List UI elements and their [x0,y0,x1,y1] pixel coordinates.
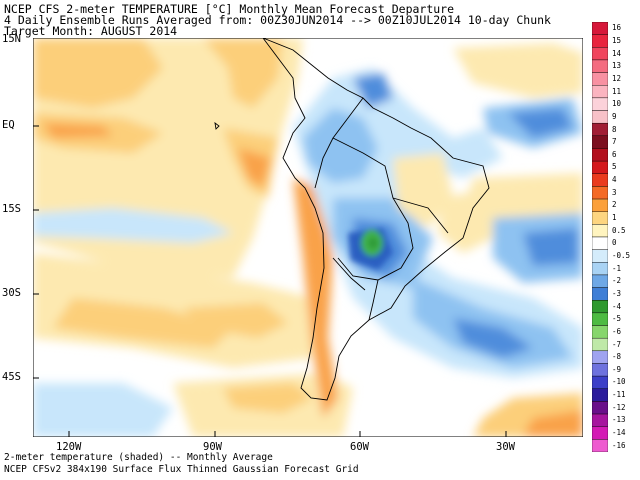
lat-label-30s: 30S [2,287,21,299]
colorbar-label: 14 [612,48,622,58]
colorbar-label: 9 [612,111,617,121]
title-line-2: 4 Daily Ensemble Runs Averaged from: 00Z… [4,13,551,27]
colorbar-swatch [592,148,608,162]
colorbar-swatch [592,34,608,48]
colorbar-swatch [592,198,608,212]
colorbar-swatch [592,47,608,61]
colorbar-label: -12 [612,402,626,412]
colorbar-label: -6 [612,326,622,336]
coastline-outlines [214,38,490,401]
colorbar-label: 12 [612,73,622,83]
colorbar-swatch [592,72,608,86]
colorbar-label: 0.5 [612,225,626,235]
colorbar-label: -14 [612,428,626,438]
colorbar-label: 15 [612,35,622,45]
title-line-3: Target Month: AUGUST 2014 [4,24,178,38]
colorbar-swatch [592,363,608,377]
colorbar-label: -7 [612,339,622,349]
colorbar-label: -3 [612,288,622,298]
colorbar-swatch [592,85,608,99]
temperature-anomaly-map [33,38,583,437]
colorbar-label: 13 [612,61,622,71]
colorbar-label: -2 [612,276,622,286]
colorbar-label: 6 [612,149,617,159]
colorbar-swatch [592,300,608,314]
colorbar-label: -11 [612,390,626,400]
colorbar-label: 4 [612,175,617,185]
colorbar-swatch [592,375,608,389]
lon-label-60w: 60W [350,441,369,453]
colorbar-label: 1 [612,213,617,223]
lat-label-eq: EQ [2,119,15,131]
colorbar-label: -4 [612,301,622,311]
colorbar-label: 3 [612,187,617,197]
lat-label-15s: 15S [2,203,21,215]
lon-label-30w: 30W [496,441,515,453]
colorbar-swatch [592,186,608,200]
colorbar-swatch [592,160,608,174]
colorbar-swatch [592,173,608,187]
footer-line-2: NCEP CFSv2 384x190 Surface Flux Thinned … [4,464,359,475]
shaded-anomaly-field [33,38,583,437]
colorbar-swatch [592,413,608,427]
colorbar-swatch [592,249,608,263]
colorbar-swatch [592,426,608,440]
colorbar-swatch [592,337,608,352]
colorbar-label: 11 [612,86,622,96]
colorbar-swatch [592,59,608,73]
colorbar-swatch [592,312,608,326]
colorbar-swatch [592,224,608,238]
title-line-1: NCEP CFS 2-meter TEMPERATURE [°C] Monthl… [4,2,455,16]
colorbar-label: 2 [612,200,617,210]
colorbar-swatch [592,110,608,124]
colorbar-label: -13 [612,415,626,425]
colorbar-swatch [592,122,608,137]
lon-label-90w: 90W [203,441,222,453]
colorbar-swatch [592,401,608,415]
colorbar [592,22,608,452]
colorbar-label: -10 [612,377,626,387]
colorbar-swatch [592,439,608,452]
colorbar-label: 8 [612,124,617,134]
colorbar-label: -16 [612,440,626,450]
colorbar-label: -1 [612,263,622,273]
lat-label-15n: 15N [2,33,21,45]
colorbar-label: -5 [612,314,622,324]
colorbar-label: -8 [612,352,622,362]
colorbar-swatch [592,325,608,339]
axis-ticks [33,38,583,437]
colorbar-swatch [592,287,608,301]
colorbar-swatch [592,97,608,111]
colorbar-label: 10 [612,99,622,109]
colorbar-label: 5 [612,162,617,172]
colorbar-swatch [592,135,608,149]
colorbar-label: 0 [612,238,617,248]
lon-label-120w: 120W [56,441,82,453]
colorbar-label: -9 [612,364,622,374]
colorbar-swatch [592,274,608,288]
colorbar-label: -0.5 [612,250,631,260]
colorbar-swatch [592,211,608,225]
footer-line-1: 2-meter temperature (shaded) -- Monthly … [4,452,273,463]
colorbar-label: 16 [612,23,622,33]
colorbar-swatch [592,262,608,276]
colorbar-swatch [592,236,608,250]
colorbar-label: 7 [612,137,617,147]
colorbar-swatch [592,388,608,402]
lat-label-45s: 45S [2,371,21,383]
colorbar-swatch [592,22,608,35]
colorbar-swatch [592,350,608,364]
